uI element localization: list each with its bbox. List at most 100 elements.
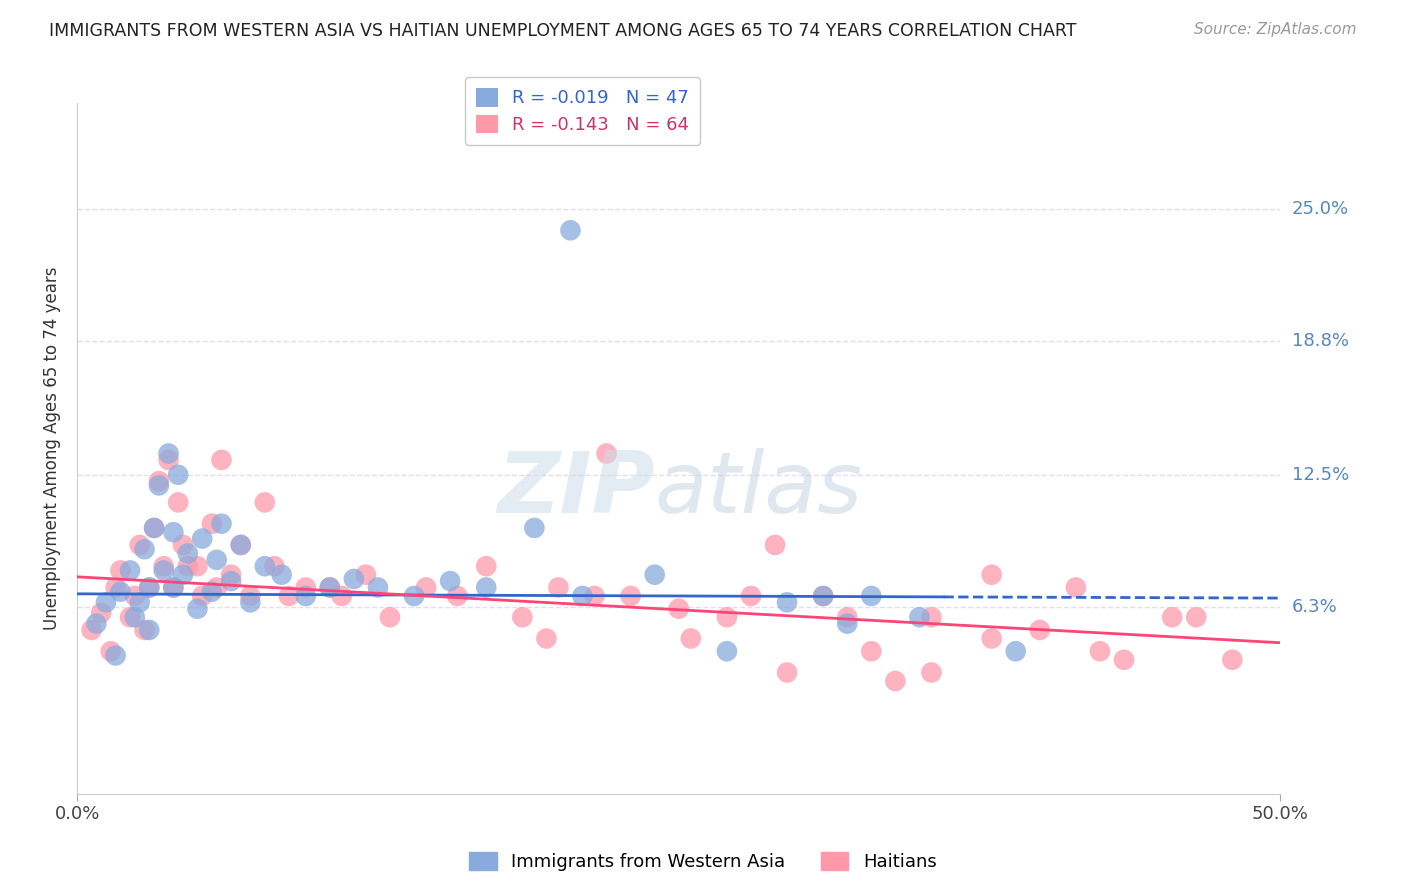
Point — [229, 538, 252, 552]
Point — [679, 632, 702, 646]
Point — [138, 623, 160, 637]
Point — [319, 581, 342, 595]
Text: atlas: atlas — [655, 448, 863, 531]
Point — [128, 595, 150, 609]
Point — [1088, 644, 1111, 658]
Point — [1004, 644, 1026, 658]
Point — [162, 525, 184, 540]
Point — [90, 606, 112, 620]
Point — [446, 589, 468, 603]
Point — [186, 601, 208, 615]
Point — [80, 623, 103, 637]
Point — [547, 581, 569, 595]
Point — [716, 644, 738, 658]
Point — [205, 581, 228, 595]
Point — [1161, 610, 1184, 624]
Text: 6.3%: 6.3% — [1292, 598, 1337, 615]
Text: 18.8%: 18.8% — [1292, 332, 1348, 350]
Point — [239, 589, 262, 603]
Point — [191, 532, 214, 546]
Point — [239, 595, 262, 609]
Point — [211, 516, 233, 531]
Point — [118, 564, 141, 578]
Point — [124, 589, 146, 603]
Point — [263, 559, 285, 574]
Point — [644, 567, 666, 582]
Point — [560, 223, 582, 237]
Point — [211, 453, 233, 467]
Text: ZIP: ZIP — [498, 448, 655, 531]
Point — [884, 673, 907, 688]
Point — [148, 478, 170, 492]
Point — [277, 589, 299, 603]
Point — [201, 516, 224, 531]
Point — [354, 567, 377, 582]
Point — [167, 467, 190, 482]
Point — [100, 644, 122, 658]
Point — [110, 564, 132, 578]
Point — [162, 581, 184, 595]
Point — [270, 567, 292, 582]
Point — [319, 581, 342, 595]
Point — [219, 567, 242, 582]
Point — [229, 538, 252, 552]
Point — [776, 595, 799, 609]
Point — [763, 538, 786, 552]
Point — [343, 572, 366, 586]
Point — [104, 581, 127, 595]
Point — [776, 665, 799, 680]
Text: 25.0%: 25.0% — [1292, 200, 1348, 218]
Y-axis label: Unemployment Among Ages 65 to 74 years: Unemployment Among Ages 65 to 74 years — [44, 267, 60, 630]
Point — [378, 610, 401, 624]
Point — [595, 446, 617, 460]
Point — [134, 623, 156, 637]
Point — [128, 538, 150, 552]
Point — [811, 589, 834, 603]
Point — [1220, 653, 1243, 667]
Point — [110, 584, 132, 599]
Point — [205, 553, 228, 567]
Point — [620, 589, 643, 603]
Point — [152, 564, 174, 578]
Point — [172, 538, 194, 552]
Point — [172, 567, 194, 582]
Point — [921, 610, 943, 624]
Point — [162, 581, 184, 595]
Point — [134, 542, 156, 557]
Point — [415, 581, 437, 595]
Point — [253, 495, 276, 509]
Point — [439, 574, 461, 588]
Point — [367, 581, 389, 595]
Point — [191, 589, 214, 603]
Point — [921, 665, 943, 680]
Legend: Immigrants from Western Asia, Haitians: Immigrants from Western Asia, Haitians — [463, 845, 943, 879]
Point — [536, 632, 558, 646]
Point — [294, 581, 316, 595]
Point — [86, 616, 108, 631]
Point — [980, 632, 1002, 646]
Point — [740, 589, 762, 603]
Point — [219, 574, 242, 588]
Point — [186, 559, 208, 574]
Point — [143, 521, 166, 535]
Point — [512, 610, 534, 624]
Point — [152, 559, 174, 574]
Point — [716, 610, 738, 624]
Point — [668, 601, 690, 615]
Point — [475, 559, 498, 574]
Point — [138, 581, 160, 595]
Point — [1029, 623, 1052, 637]
Text: Source: ZipAtlas.com: Source: ZipAtlas.com — [1194, 22, 1357, 37]
Point — [811, 589, 834, 603]
Point — [167, 495, 190, 509]
Point — [860, 644, 883, 658]
Point — [837, 616, 859, 631]
Point — [402, 589, 425, 603]
Point — [177, 559, 200, 574]
Text: IMMIGRANTS FROM WESTERN ASIA VS HAITIAN UNEMPLOYMENT AMONG AGES 65 TO 74 YEARS C: IMMIGRANTS FROM WESTERN ASIA VS HAITIAN … — [49, 22, 1077, 40]
Legend: R = -0.019   N = 47, R = -0.143   N = 64: R = -0.019 N = 47, R = -0.143 N = 64 — [465, 78, 700, 145]
Point — [94, 595, 117, 609]
Point — [1112, 653, 1135, 667]
Point — [124, 610, 146, 624]
Point — [571, 589, 593, 603]
